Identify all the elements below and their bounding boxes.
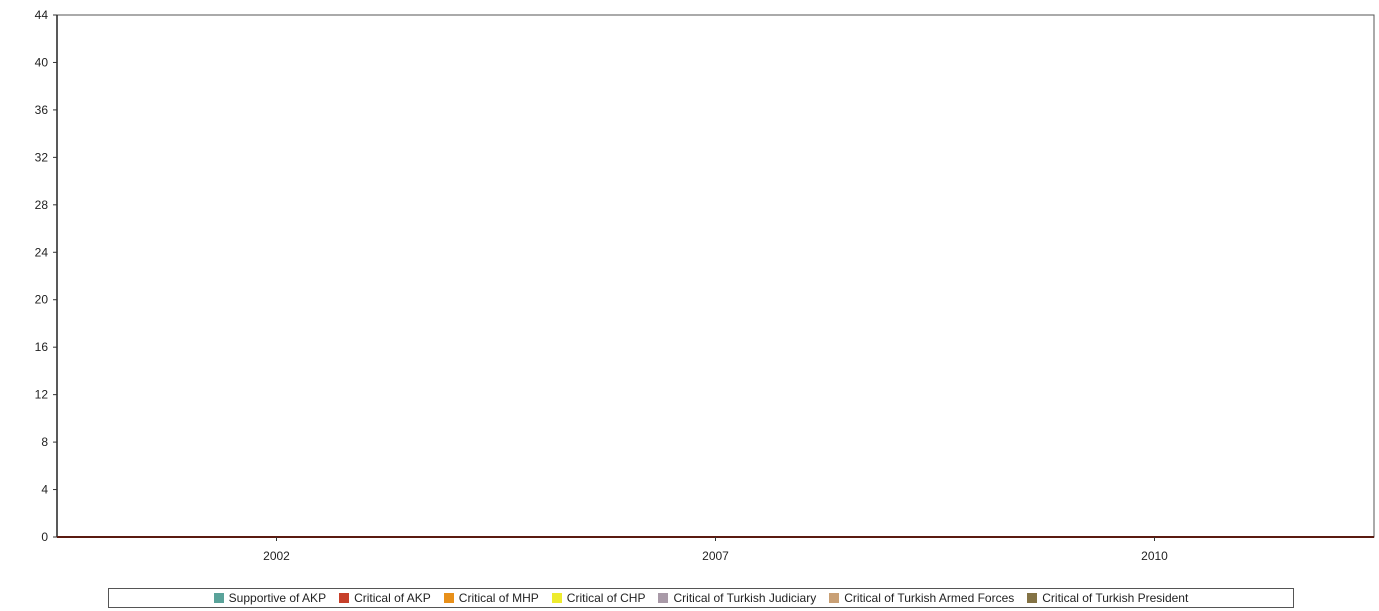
legend-item: Supportive of AKP xyxy=(213,591,327,605)
legend-item: Critical of Turkish Judiciary xyxy=(658,591,816,605)
legend-label: Critical of AKP xyxy=(354,591,431,605)
y-tick-label: 28 xyxy=(35,198,49,212)
bar-chart: 0 4 8 12 16 20 24 28 32 36 40 44 2002 2007 2010 xyxy=(35,8,1375,563)
y-tick-label: 40 xyxy=(35,55,49,69)
y-tick-label: 12 xyxy=(35,388,49,402)
y-tick-label: 24 xyxy=(35,245,49,259)
axes xyxy=(56,14,1375,538)
legend-label: Critical of Turkish Judiciary xyxy=(673,591,817,605)
legend-item: Critical of AKP xyxy=(339,591,431,605)
legend-label: Critical of Turkish Armed Forces xyxy=(844,591,1015,605)
legend-item: Critical of CHP xyxy=(551,591,646,605)
legend-item: Critical of MHP xyxy=(443,591,539,605)
y-tick-label: 16 xyxy=(35,340,49,354)
y-tick-label: 36 xyxy=(35,103,49,117)
y-tick-label: 0 xyxy=(41,530,48,544)
x-tick-label: 2007 xyxy=(702,549,729,563)
y-tick-label: 44 xyxy=(35,8,49,22)
x-axis-ticks: 2002 2007 2010 xyxy=(263,537,1168,563)
y-axis-ticks: 0 4 8 12 16 20 24 28 32 36 40 44 xyxy=(35,8,57,544)
y-tick-label: 4 xyxy=(41,483,48,497)
plot-area xyxy=(56,14,1375,538)
y-tick-label: 20 xyxy=(35,293,49,307)
legend-label: Critical of Turkish President xyxy=(1042,591,1189,605)
x-tick-label: 2002 xyxy=(263,549,290,563)
legend-label: Supportive of AKP xyxy=(228,591,327,605)
legend-swatch xyxy=(443,593,454,603)
legend-swatch xyxy=(658,593,669,603)
legend-swatch xyxy=(829,593,840,603)
legend-swatch xyxy=(339,593,350,603)
legend-item: Critical of Turkish President xyxy=(1027,591,1188,605)
legend-swatch xyxy=(551,593,562,603)
y-tick-label: 32 xyxy=(35,150,49,164)
legend-swatch xyxy=(213,593,224,603)
legend: Supportive of AKP Critical of AKP Critical… xyxy=(108,588,1294,608)
y-tick-label: 8 xyxy=(41,435,48,449)
legend-label: Critical of MHP xyxy=(458,591,539,605)
x-tick-label: 2010 xyxy=(1141,549,1168,563)
legend-swatch xyxy=(1027,593,1038,603)
legend-label: Critical of CHP xyxy=(566,591,646,605)
legend-item: Critical of Turkish Armed Forces xyxy=(829,591,1014,605)
